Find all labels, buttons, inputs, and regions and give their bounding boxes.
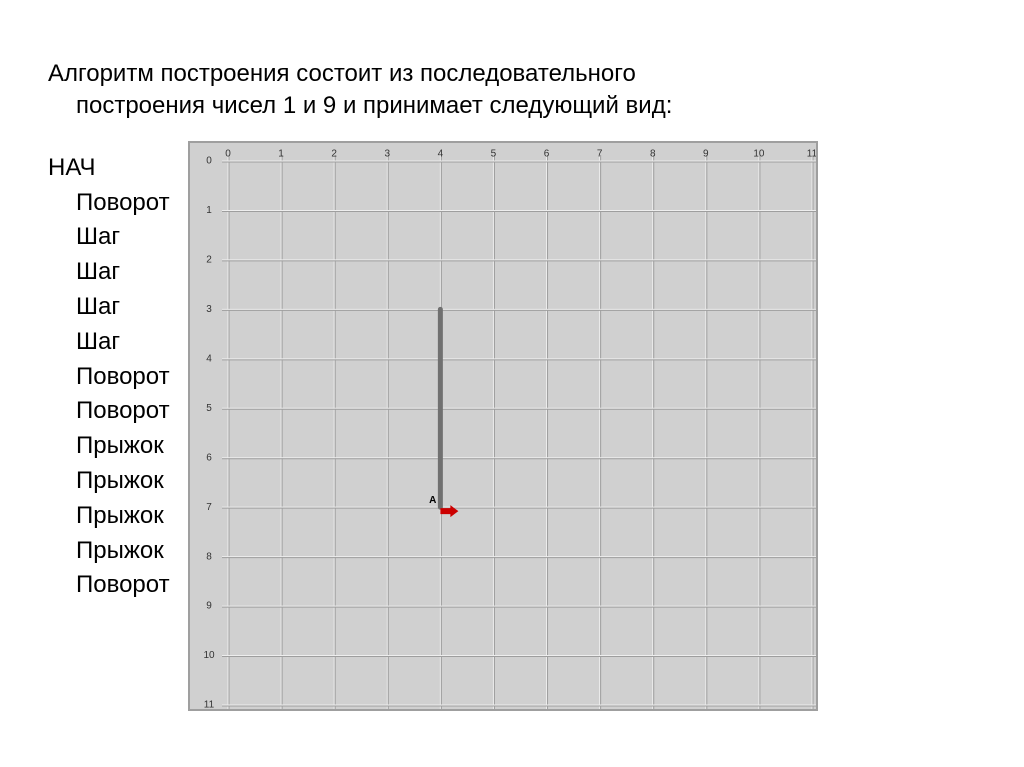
algorithm-cmd: Прыжок (48, 464, 170, 499)
svg-text:7: 7 (206, 502, 212, 513)
algorithm-cmd: Шаг (48, 255, 170, 290)
svg-text:9: 9 (206, 601, 212, 612)
algorithm-cmd: Прыжок (48, 499, 170, 534)
svg-text:5: 5 (490, 148, 496, 159)
algorithm-cmd: Поворот (48, 568, 170, 603)
svg-text:5: 5 (206, 403, 212, 414)
algorithm-cmd: Поворот (48, 186, 170, 221)
svg-text:1: 1 (278, 148, 284, 159)
svg-text:8: 8 (650, 148, 656, 159)
title-paragraph: Алгоритм построения состоит из последова… (48, 58, 976, 123)
algorithm-cmd: Прыжок (48, 534, 170, 569)
svg-text:10: 10 (203, 650, 215, 661)
algorithm-cmd: Шаг (48, 290, 170, 325)
slide: Алгоритм построения состоит из последова… (0, 0, 1024, 767)
algorithm-cmd: Шаг (48, 325, 170, 360)
svg-text:7: 7 (596, 148, 602, 159)
svg-text:11: 11 (203, 699, 214, 708)
svg-text:4: 4 (206, 353, 212, 364)
svg-text:6: 6 (206, 452, 212, 463)
svg-text:2: 2 (206, 254, 212, 265)
title-line2: построения чисел 1 и 9 и принимает следу… (48, 90, 976, 122)
svg-text:A: A (429, 495, 436, 506)
title-line1: Алгоритм построения состоит из последова… (48, 60, 636, 87)
turtle-grid-panel: 0 1 2 3 4 5 6 7 8 9 10 11 0 1 2 3 4 5 6 7 8 9 10 11 A (188, 141, 818, 711)
svg-text:0: 0 (206, 155, 212, 166)
algorithm-header: НАЧ (48, 151, 170, 186)
svg-text:3: 3 (206, 304, 212, 315)
svg-text:11: 11 (806, 148, 815, 159)
turtle-grid-svg: 0 1 2 3 4 5 6 7 8 9 10 11 0 1 2 3 4 5 6 7 8 9 10 11 A (190, 143, 816, 709)
algorithm-cmd: Прыжок (48, 429, 170, 464)
content-row: НАЧ Поворот Шаг Шаг Шаг Шаг Поворот Пово… (48, 151, 976, 711)
algorithm-cmd: Поворот (48, 394, 170, 429)
grid-container: 0 1 2 3 4 5 6 7 8 9 10 11 0 1 2 3 4 5 6 7 8 9 10 11 A (188, 141, 818, 711)
svg-text:3: 3 (384, 148, 390, 159)
svg-text:2: 2 (331, 148, 337, 159)
algorithm-listing: НАЧ Поворот Шаг Шаг Шаг Шаг Поворот Пово… (48, 151, 170, 603)
algorithm-cmd: Поворот (48, 360, 170, 395)
svg-text:6: 6 (543, 148, 549, 159)
svg-text:4: 4 (437, 148, 443, 159)
algorithm-cmd: Шаг (48, 220, 170, 255)
svg-text:9: 9 (703, 148, 709, 159)
svg-text:0: 0 (225, 148, 231, 159)
svg-text:10: 10 (753, 148, 765, 159)
svg-text:1: 1 (206, 205, 212, 216)
svg-text:8: 8 (206, 551, 212, 562)
